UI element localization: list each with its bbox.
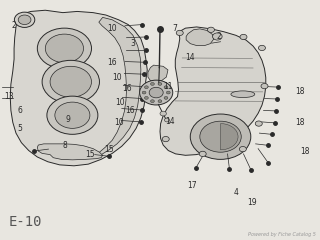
Circle shape <box>150 83 154 85</box>
Circle shape <box>150 100 154 103</box>
Circle shape <box>190 114 251 159</box>
Circle shape <box>261 84 268 89</box>
Polygon shape <box>10 10 147 166</box>
Text: 16: 16 <box>108 58 117 67</box>
Text: 4: 4 <box>234 188 239 197</box>
Text: 9: 9 <box>65 115 70 125</box>
Circle shape <box>166 91 170 94</box>
Text: 3: 3 <box>131 39 135 48</box>
Text: 15: 15 <box>85 150 95 159</box>
Circle shape <box>207 27 214 32</box>
Text: 11: 11 <box>163 82 173 91</box>
Circle shape <box>199 151 206 156</box>
Polygon shape <box>93 17 141 158</box>
Text: 14: 14 <box>186 54 195 62</box>
Text: Powered by Fiche Catalog 5: Powered by Fiche Catalog 5 <box>248 232 316 237</box>
Circle shape <box>164 86 168 89</box>
Text: 17: 17 <box>187 181 197 190</box>
Text: 18: 18 <box>295 87 305 96</box>
Circle shape <box>176 30 183 36</box>
Polygon shape <box>186 29 213 46</box>
Circle shape <box>18 15 31 24</box>
Circle shape <box>162 137 169 142</box>
Text: 15: 15 <box>104 145 114 154</box>
Circle shape <box>42 60 100 103</box>
Circle shape <box>45 34 84 63</box>
Text: 18: 18 <box>300 146 310 156</box>
Wedge shape <box>220 124 238 150</box>
Polygon shape <box>160 27 266 155</box>
Text: 10: 10 <box>108 24 117 33</box>
Circle shape <box>55 102 90 128</box>
Text: 16: 16 <box>125 106 134 115</box>
Ellipse shape <box>231 91 255 98</box>
Circle shape <box>158 83 162 85</box>
Text: 13: 13 <box>4 92 13 101</box>
Polygon shape <box>37 144 103 160</box>
Circle shape <box>239 146 246 152</box>
Circle shape <box>158 100 162 103</box>
Circle shape <box>47 96 98 134</box>
Circle shape <box>140 80 173 105</box>
Circle shape <box>142 91 146 94</box>
Text: 7: 7 <box>172 24 177 33</box>
Circle shape <box>149 87 163 98</box>
Circle shape <box>160 111 166 116</box>
Circle shape <box>144 96 148 99</box>
Text: 8: 8 <box>62 141 67 150</box>
Text: 19: 19 <box>248 198 257 207</box>
Circle shape <box>50 66 92 97</box>
Text: 2: 2 <box>217 32 221 41</box>
Text: 18: 18 <box>295 118 305 127</box>
Text: 10: 10 <box>116 98 125 107</box>
Circle shape <box>259 45 266 51</box>
Circle shape <box>144 86 148 89</box>
Text: 6: 6 <box>17 106 22 115</box>
Circle shape <box>240 34 247 40</box>
Circle shape <box>200 121 241 152</box>
Text: E-10: E-10 <box>9 215 42 228</box>
Circle shape <box>14 12 35 27</box>
Text: 2: 2 <box>11 21 16 30</box>
Text: 16: 16 <box>122 84 131 94</box>
Circle shape <box>164 96 168 99</box>
Circle shape <box>37 28 92 69</box>
Text: 10: 10 <box>114 118 124 127</box>
Circle shape <box>255 121 262 126</box>
Text: 14: 14 <box>165 117 174 126</box>
Circle shape <box>164 118 170 122</box>
Text: 5: 5 <box>17 124 22 133</box>
Polygon shape <box>148 65 168 82</box>
Text: 10: 10 <box>112 72 122 82</box>
Circle shape <box>212 33 222 40</box>
